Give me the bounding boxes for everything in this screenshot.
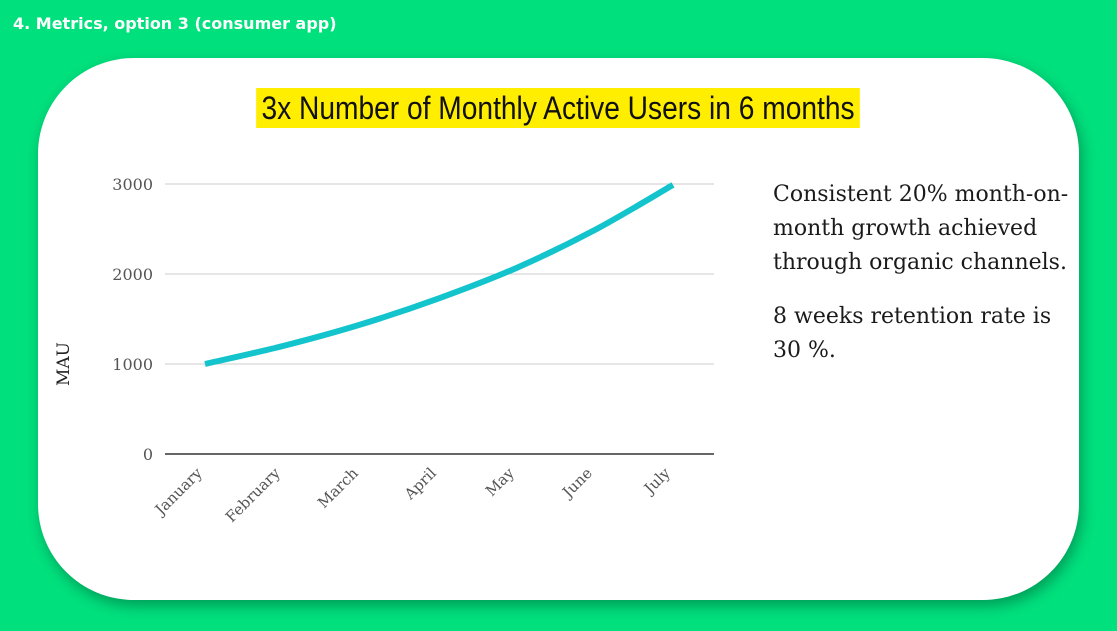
x-tick-label: May [482,464,518,500]
x-tick-label: January [150,464,206,520]
x-tick-label: June [557,464,595,502]
y-axis-label: MAU [54,342,74,386]
x-tick-label: March [314,464,362,512]
x-tick-label: February [222,464,284,526]
y-tick-label: 2000 [112,265,153,284]
y-tick-label: 3000 [112,175,153,194]
slide-label: 4. Metrics, option 3 (consumer app) [13,14,337,33]
title-container: 3x Number of Monthly Active Users in 6 m… [0,88,1117,128]
y-tick-label: 0 [143,445,153,464]
chart-title: 3x Number of Monthly Active Users in 6 m… [256,88,861,128]
retention-note: 8 weeks retention rate is 30 %. [773,304,1052,363]
y-tick-label: 1000 [112,355,153,374]
slide-card [38,58,1079,600]
side-text: Consistent 20% month-on-month growth ach… [773,178,1073,388]
x-tick-label: July [639,464,674,499]
growth-note: Consistent 20% month-on-month growth ach… [773,182,1069,275]
x-tick-label: April [400,464,440,504]
